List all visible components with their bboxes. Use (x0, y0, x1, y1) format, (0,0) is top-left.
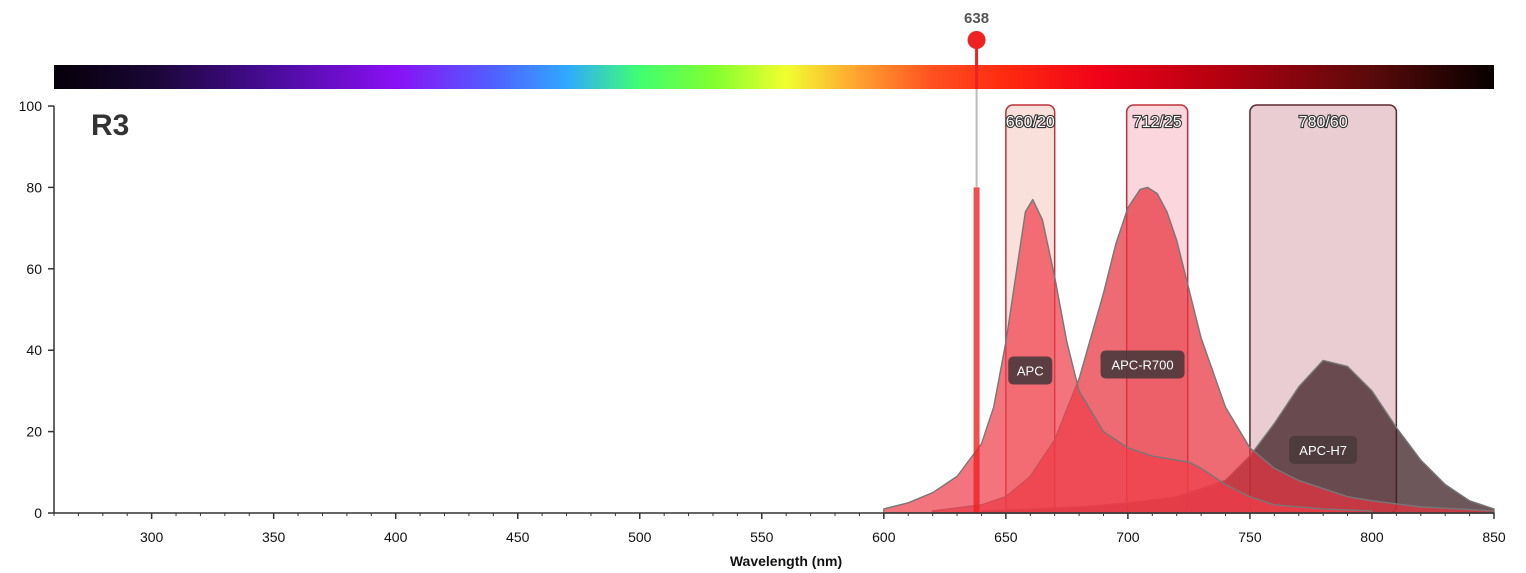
dye-label-1: APC-R700 (1111, 357, 1173, 372)
series-layer (883, 186, 1495, 514)
x-tick-label-850: 850 (1482, 529, 1506, 545)
laser-marker (967, 31, 986, 49)
y-tick-label-60: 60 (26, 261, 42, 277)
laser-bar (973, 187, 980, 513)
x-tick-label-650: 650 (994, 529, 1018, 545)
y-tick-label-100: 100 (19, 98, 43, 114)
x-tick-label-500: 500 (628, 529, 652, 545)
x-tick-label-750: 750 (1238, 529, 1262, 545)
dye-label-2: APC (1017, 364, 1044, 379)
y-tick-label-0: 0 (34, 505, 42, 521)
y-tick-label-20: 20 (26, 424, 42, 440)
x-tick-label-700: 700 (1116, 529, 1140, 545)
labels-layer: 660/20 712/25 780/60 APC-H7 APC-R700 APC (1005, 113, 1358, 464)
dye-label-0: APC-H7 (1299, 443, 1347, 458)
laser-layer: 638 (964, 10, 989, 513)
y-tick-label-40: 40 (26, 342, 42, 358)
laser-label: 638 (964, 10, 989, 27)
axes-layer: 0 20 40 60 80 100 300 350 400 450 500 550 600 650 700 7… (19, 98, 1506, 545)
dye-label-box-0 (1289, 435, 1358, 464)
spectrum-bar (54, 65, 1494, 89)
y-tick-label-80: 80 (26, 179, 42, 195)
series-area-2 (883, 198, 1373, 514)
filter-label-0: 660/20 (1006, 114, 1055, 131)
x-tick-label-400: 400 (384, 529, 408, 545)
dye-label-box-2 (1008, 356, 1053, 385)
x-axis-title: Wavelength (nm) (730, 553, 842, 569)
x-tick-label-800: 800 (1360, 529, 1384, 545)
x-tick-label-300: 300 (140, 529, 164, 545)
x-tick-label-450: 450 (506, 529, 530, 545)
filter-label-2: 780/60 (1299, 114, 1348, 131)
x-tick-label-350: 350 (262, 529, 286, 545)
x-tick-label-550: 550 (750, 529, 774, 545)
chart-title: R3 (91, 109, 129, 142)
filter-label-1: 712/25 (1133, 114, 1182, 131)
dye-label-box-1 (1100, 350, 1185, 379)
x-tick-label-600: 600 (872, 529, 896, 545)
